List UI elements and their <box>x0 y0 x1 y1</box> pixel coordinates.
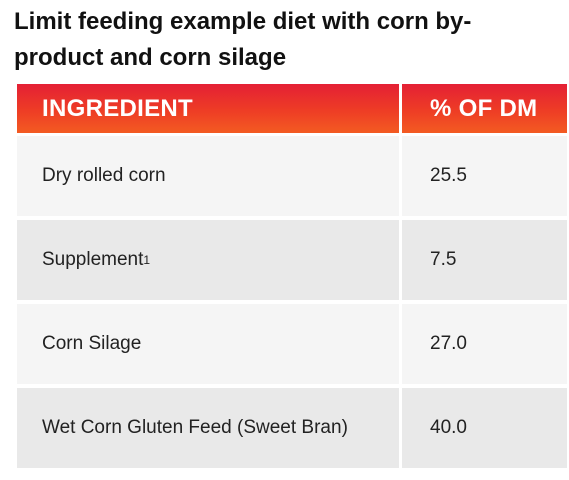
ingredient-name: Supplement <box>42 249 143 271</box>
header-percent-dm: % OF DM <box>402 84 567 136</box>
header-ingredient: INGREDIENT <box>17 84 402 136</box>
table-header-row: INGREDIENT % OF DM <box>17 84 567 136</box>
percent-dm-cell: 27.0 <box>402 304 567 388</box>
page-title: Limit feeding example diet with corn by-… <box>14 4 554 76</box>
ingredient-name: Corn Silage <box>42 333 141 355</box>
ingredient-cell: Wet Corn Gluten Feed (Sweet Bran) <box>17 388 402 472</box>
ingredient-name: Wet Corn Gluten Feed (Sweet Bran) <box>42 417 348 439</box>
ingredient-cell: Dry rolled corn <box>17 136 402 220</box>
table-row: Corn Silage 27.0 <box>17 304 567 388</box>
percent-dm-cell: 40.0 <box>402 388 567 472</box>
percent-dm-cell: 7.5 <box>402 220 567 304</box>
ingredient-cell: Corn Silage <box>17 304 402 388</box>
diet-table: INGREDIENT % OF DM Dry rolled corn 25.5 … <box>17 84 567 472</box>
ingredient-cell: Supplement 1 <box>17 220 402 304</box>
table-row: Wet Corn Gluten Feed (Sweet Bran) 40.0 <box>17 388 567 472</box>
table-row: Supplement 1 7.5 <box>17 220 567 304</box>
table-row: Dry rolled corn 25.5 <box>17 136 567 220</box>
percent-dm-cell: 25.5 <box>402 136 567 220</box>
ingredient-name: Dry rolled corn <box>42 165 166 187</box>
